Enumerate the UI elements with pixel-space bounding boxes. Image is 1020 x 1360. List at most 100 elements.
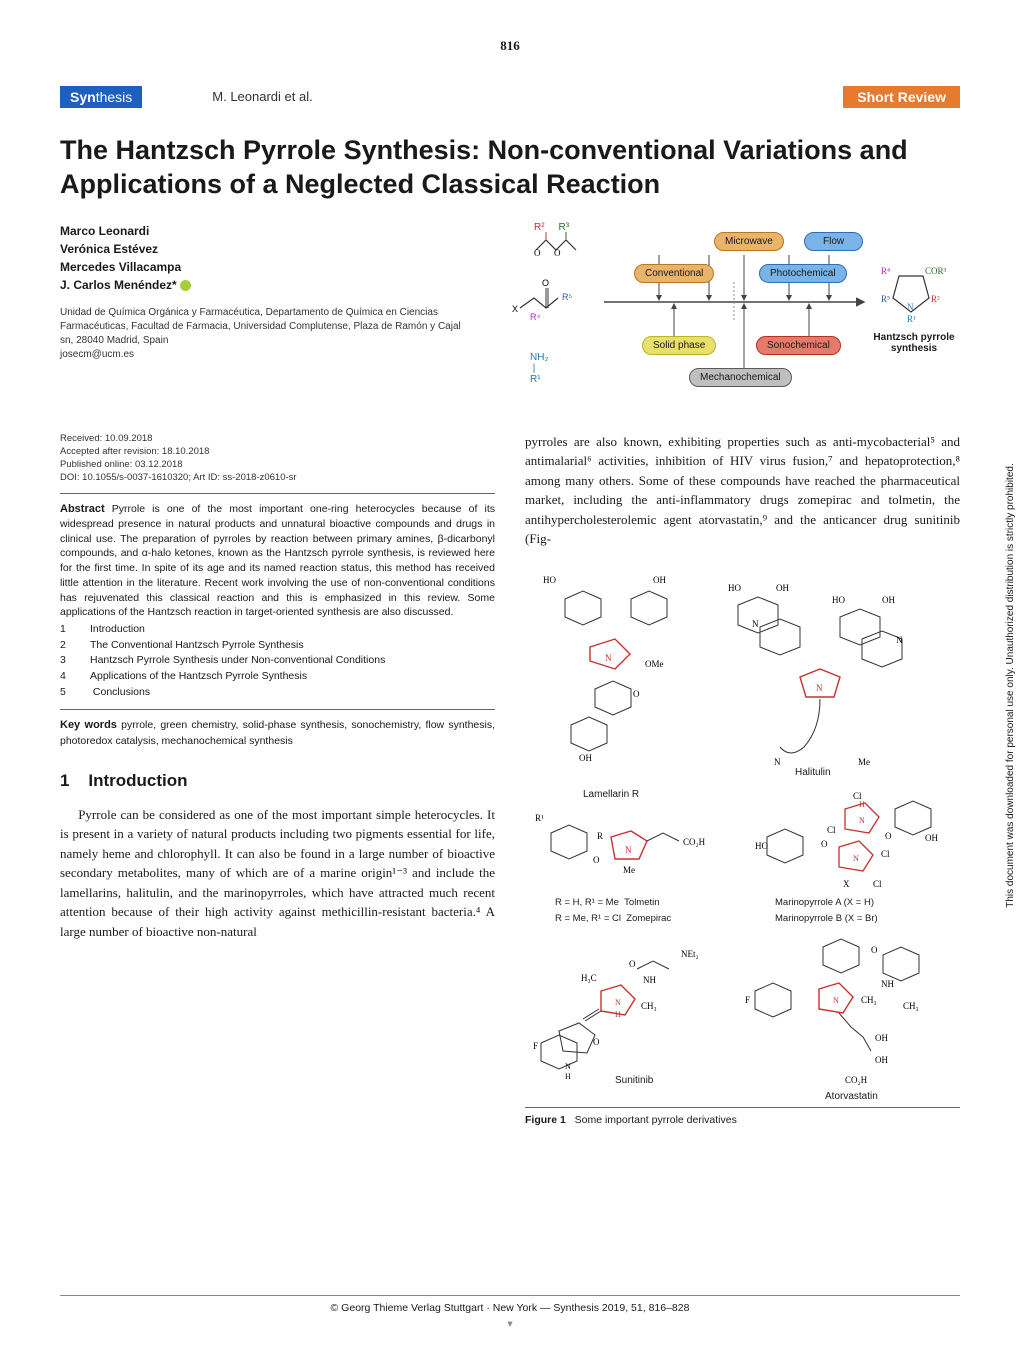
svg-text:X: X [843, 879, 850, 889]
journal-badge: Synthesis [60, 86, 142, 108]
toc-1-num: 1 [60, 622, 90, 638]
halitulin-label: Halitulin [795, 767, 831, 778]
zomepirac-name: Zomepirac [626, 913, 671, 924]
tolmetin-name: Tolmetin [624, 897, 659, 908]
svg-text:Cl: Cl [881, 849, 890, 859]
product-pyrrole: R⁴ COR³ R⁵ R² N R¹ [879, 264, 949, 329]
svg-text:F: F [533, 1041, 538, 1051]
tolmetin-r: R = H, R¹ = Me [555, 897, 619, 908]
svg-text:Cl: Cl [873, 879, 882, 889]
toc-2-num: 2 [60, 638, 90, 654]
svg-text:R⁵: R⁵ [881, 294, 890, 304]
toc-1: 1Introduction [60, 622, 495, 638]
pill-photochemical: Photochemical [759, 264, 847, 283]
pill-microwave: Microwave [714, 232, 784, 251]
header-bar: Synthesis M. Leonardi et al. Short Revie… [60, 86, 960, 108]
divider-2 [60, 709, 495, 710]
svg-text:CH₃: CH₃ [903, 1001, 919, 1011]
toc-1-title: Introduction [90, 623, 145, 635]
svg-text:H: H [565, 1072, 571, 1079]
keywords: Key words pyrrole, green chemistry, soli… [60, 718, 495, 749]
svg-text:N: N [605, 653, 612, 663]
reactant-haloketone: O X R⁵ R⁴ [512, 278, 602, 325]
toc-4-title: Applications of the Hantzsch Pyrrole Syn… [90, 670, 307, 682]
svg-text:R⁵: R⁵ [562, 292, 572, 302]
figure-1-caption-text: Some important pyrrole derivatives [575, 1114, 737, 1126]
diketone-icon: O O [532, 232, 592, 256]
reactant-amine: NH₂ |R¹ [530, 352, 548, 385]
svg-text:COR³: COR³ [925, 266, 947, 276]
svg-text:N: N [752, 619, 759, 629]
svg-text:X: X [512, 304, 518, 314]
sunitinib-label: Sunitinib [615, 1075, 653, 1086]
svg-text:Me: Me [623, 865, 635, 875]
svg-text:N: N [625, 845, 632, 855]
pill-mechanochemical: Mechanochemical [689, 368, 792, 387]
marinopyrrole-structure: Cl H N Cl O HO N Cl OH Cl X O [755, 789, 945, 899]
svg-text:O: O [534, 248, 541, 256]
tolmetin-structure: R¹ R N O CO₂H Me [535, 809, 735, 889]
svg-text:F: F [745, 995, 750, 1005]
toc-5: 5 Conclusions [60, 685, 495, 701]
svg-text:Me: Me [858, 757, 870, 767]
article-metadata: Received: 10.09.2018 Accepted after revi… [60, 432, 495, 485]
svg-text:N: N [615, 998, 621, 1007]
toc-2-title: The Conventional Hantzsch Pyrrole Synthe… [90, 639, 304, 651]
svg-text:Cl: Cl [827, 825, 836, 835]
footer-arrow-icon: ▾ [0, 1318, 1020, 1330]
product-label: Hantzsch pyrrole synthesis [869, 332, 959, 354]
svg-text:O: O [821, 839, 828, 849]
toc-5-title: Conclusions [90, 686, 150, 698]
svg-text:N: N [907, 302, 914, 312]
svg-text:N: N [565, 1062, 571, 1071]
article-title: The Hantzsch Pyrrole Synthesis: Non-conv… [60, 134, 960, 202]
meta-published: Published online: 03.12.2018 [60, 458, 495, 471]
svg-text:NH: NH [643, 975, 656, 985]
svg-text:N: N [833, 996, 839, 1005]
svg-text:OH: OH [925, 833, 938, 843]
svg-text:NH: NH [881, 979, 894, 989]
zomepirac-r: R = Me, R¹ = Cl [555, 913, 621, 924]
svg-text:OH: OH [882, 595, 895, 605]
svg-text:CH₃: CH₃ [861, 995, 877, 1005]
svg-text:O: O [871, 945, 878, 955]
svg-text:R¹: R¹ [535, 813, 544, 823]
svg-text:R: R [597, 831, 603, 841]
svg-text:O: O [542, 278, 549, 288]
journal-prefix: Syn [70, 89, 96, 105]
divider [60, 493, 495, 494]
svg-text:CO₂H: CO₂H [845, 1075, 868, 1085]
journal-suffix: thesis [96, 89, 133, 105]
toc-3: 3Hantzsch Pyrrole Synthesis under Non-co… [60, 653, 495, 669]
figure-divider [525, 1107, 960, 1108]
section-1-para-1: Pyrrole can be considered as one of the … [60, 805, 495, 942]
sunitinib-structure: NEt₂ O NH H₃C N H CH₃ O F N H [533, 939, 743, 1079]
sec1-num: 1 [60, 771, 69, 790]
svg-text:H₃C: H₃C [581, 973, 597, 983]
abstract-label: Abstract [60, 503, 105, 515]
svg-text:H: H [615, 1010, 621, 1019]
svg-text:OH: OH [776, 583, 789, 593]
svg-text:NEt₂: NEt₂ [681, 949, 699, 959]
svg-text:N: N [816, 683, 823, 693]
graphical-abstract: R² R³ O O O X R⁵ R⁴ NH₂ |R¹ [474, 222, 960, 402]
svg-text:R²: R² [931, 294, 940, 304]
pill-sonochemical: Sonochemical [756, 336, 841, 355]
halitulin-structure: HOOH HOOH N N N N Me [720, 569, 920, 769]
section-1-heading: 1 Introduction [60, 771, 495, 791]
author-3: Mercedes Villacampa [60, 258, 474, 276]
svg-text:O: O [885, 831, 892, 841]
toc: 1Introduction 2The Conventional Hantzsch… [60, 622, 495, 701]
affiliation: Unidad de Química Orgánica y Farmacéutic… [60, 306, 474, 362]
svg-text:OH: OH [653, 575, 666, 585]
svg-text:O: O [554, 248, 561, 256]
svg-text:CO₂H: CO₂H [683, 837, 706, 847]
footer-text: © Georg Thieme Verlag Stuttgart · New Yo… [331, 1302, 690, 1314]
marinopyrrole-a-label: Marinopyrrole A (X = H) [775, 897, 874, 908]
pill-flow: Flow [804, 232, 863, 251]
lamellarin-label: Lamellarin R [583, 789, 639, 800]
running-authors: M. Leonardi et al. [142, 86, 843, 108]
toc-3-title: Hantzsch Pyrrole Synthesis under Non-con… [90, 654, 385, 666]
toc-5-num: 5 [60, 685, 90, 701]
marinopyrrole-b-label: Marinopyrrole B (X = Br) [775, 913, 878, 924]
